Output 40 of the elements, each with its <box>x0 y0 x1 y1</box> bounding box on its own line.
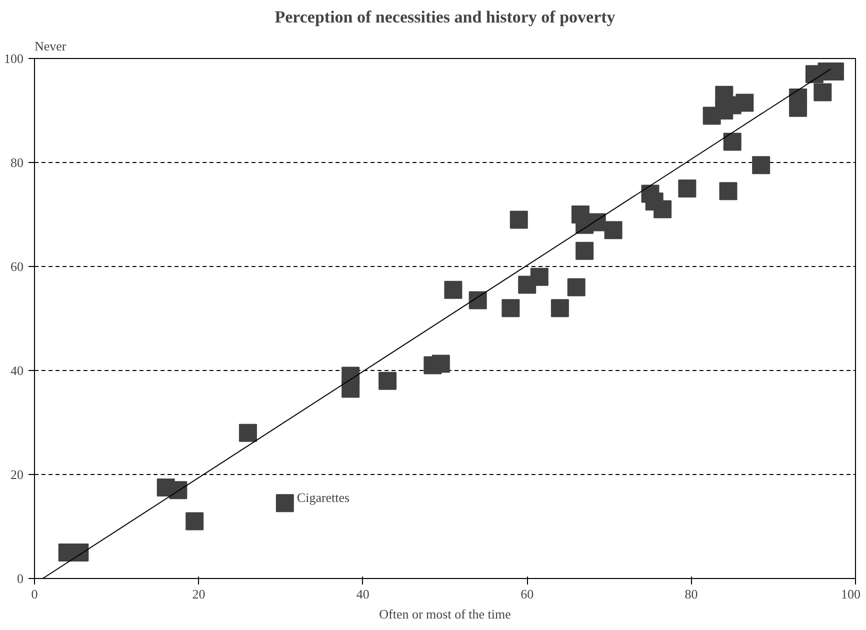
point <box>719 182 738 200</box>
point <box>752 156 770 174</box>
y-tick-label: 60 <box>10 259 24 274</box>
x-tick-label: 40 <box>356 586 370 602</box>
y-tick-label: 80 <box>10 155 24 170</box>
point <box>502 299 520 318</box>
y-tick-label: 20 <box>10 467 24 482</box>
point <box>169 481 188 500</box>
y-axis-title: Never <box>34 38 67 54</box>
point <box>510 210 528 229</box>
x-tick-label: 0 <box>31 586 38 602</box>
point <box>444 280 462 299</box>
y-tick-label: 40 <box>10 363 24 378</box>
point <box>342 380 360 398</box>
point <box>378 372 397 390</box>
chart-title: Perception of necessities and history of poverty <box>274 8 616 26</box>
x-tick-label: 80 <box>684 586 698 602</box>
x-tick-label: 100 <box>841 586 860 602</box>
y-tick-label: 0 <box>17 571 24 586</box>
point <box>550 299 569 318</box>
point <box>530 268 548 286</box>
point <box>736 94 754 112</box>
point <box>276 494 294 512</box>
point <box>604 221 622 240</box>
point <box>814 83 832 102</box>
point <box>654 200 672 218</box>
point <box>432 354 450 373</box>
point <box>723 132 742 151</box>
y-tick-label: 100 <box>4 51 24 66</box>
point <box>576 242 594 260</box>
point <box>567 278 586 296</box>
point <box>678 180 696 198</box>
annotation: Cigarettes <box>296 490 350 506</box>
point <box>468 291 487 310</box>
x-tick-label: 20 <box>192 586 206 602</box>
x-axis-title: Often or most of the time <box>379 606 512 622</box>
x-tick-label: 60 <box>520 586 534 602</box>
point <box>186 512 204 530</box>
point <box>789 88 808 106</box>
point <box>238 424 257 442</box>
